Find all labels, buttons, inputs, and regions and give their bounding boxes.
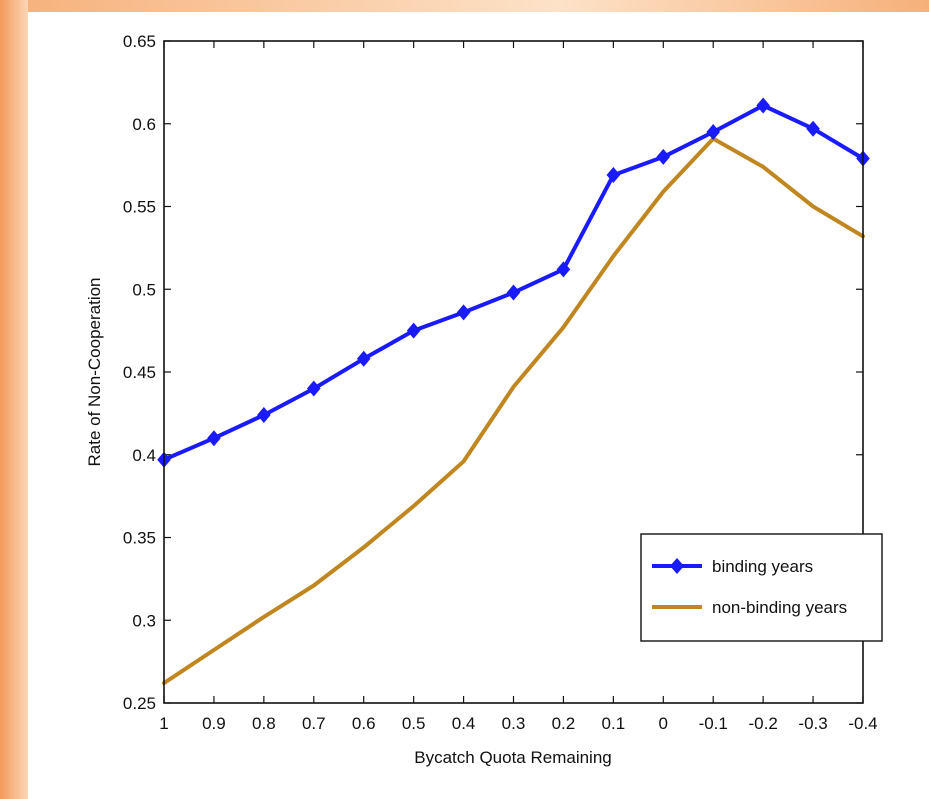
legend: binding years non-binding years — [640, 533, 883, 642]
y-tick-label: 0.3 — [132, 611, 156, 630]
x-tick-label: 0.7 — [302, 714, 326, 733]
x-tick-label: -0.2 — [748, 714, 777, 733]
data-point-binding-years — [306, 380, 321, 397]
x-tick-label: 0.4 — [452, 714, 476, 733]
x-tick-label: 0.5 — [402, 714, 426, 733]
x-tick-label: 0 — [659, 714, 668, 733]
data-point-binding-years — [606, 167, 621, 184]
data-point-binding-years — [656, 148, 671, 165]
x-tick-label: -0.4 — [848, 714, 877, 733]
left-decorative-bar — [0, 0, 28, 799]
y-tick-label: 0.25 — [123, 694, 156, 713]
x-tick-label: -0.3 — [798, 714, 827, 733]
data-point-binding-years — [207, 430, 221, 447]
data-point-binding-years — [406, 322, 421, 339]
legend-binding-label: binding years — [712, 557, 813, 576]
y-tick-label: 0.5 — [132, 280, 156, 299]
series-layer — [157, 97, 870, 686]
top-decorative-bar — [0, 0, 929, 12]
data-point-binding-years — [356, 350, 371, 367]
data-point-binding-years — [806, 120, 820, 137]
x-tick-label: 0.2 — [552, 714, 576, 733]
x-tick-label: -0.1 — [699, 714, 728, 733]
legend-box — [640, 533, 883, 642]
y-tick-label: 0.4 — [132, 446, 156, 465]
y-tick-label: 0.65 — [123, 32, 156, 51]
x-tick-label: 0.8 — [252, 714, 276, 733]
data-point-binding-years — [556, 261, 571, 278]
x-tick-label: 0.6 — [352, 714, 376, 733]
x-tick-label: 0.1 — [602, 714, 626, 733]
y-tick-label: 0.6 — [132, 115, 156, 134]
y-tick-label: 0.55 — [123, 198, 156, 217]
series-line-non-binding-years — [162, 136, 865, 686]
data-point-binding-years — [456, 304, 471, 321]
y-tick-label: 0.35 — [123, 529, 156, 548]
legend-binding-marker — [670, 558, 684, 574]
y-tick-label: 0.45 — [123, 363, 156, 382]
x-tick-label: 0.3 — [502, 714, 526, 733]
x-tick-label: 1 — [159, 714, 168, 733]
legend-non-binding-label: non-binding years — [712, 598, 847, 617]
data-point-binding-years — [506, 284, 521, 301]
ticks-layer: 0.25 0.3 0.35 0.4 0.45 0.5 0.55 0.6 0.65 1 0.9 0.8 0… — [123, 32, 878, 733]
y-axis-label: Rate of Non-Cooperation — [85, 277, 104, 466]
data-point-binding-years — [756, 97, 770, 114]
data-point-binding-years — [257, 407, 271, 424]
data-point-binding-years — [706, 124, 721, 141]
x-tick-label: 0.9 — [202, 714, 226, 733]
x-axis-label: Bycatch Quota Remaining — [414, 748, 612, 767]
plot-frame — [163, 40, 864, 704]
